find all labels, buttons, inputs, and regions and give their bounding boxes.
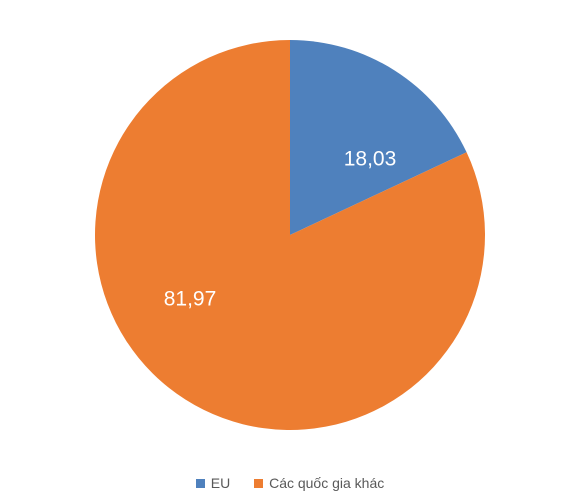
- legend-item-eu: EU: [196, 475, 230, 491]
- legend: EU Các quốc gia khác: [0, 475, 580, 492]
- legend-item-other: Các quốc gia khác: [254, 475, 384, 491]
- legend-swatch-other: [254, 479, 263, 488]
- legend-label-other: Các quốc gia khác: [269, 475, 384, 491]
- pie-chart: 18,03 81,97 EU Các quốc gia khác: [0, 0, 580, 503]
- pie-svg: 18,03 81,97: [0, 0, 580, 470]
- legend-swatch-eu: [196, 479, 205, 488]
- slice-label-0: 18,03: [344, 148, 397, 171]
- slice-label-1: 81,97: [164, 288, 217, 311]
- legend-label-eu: EU: [211, 475, 230, 491]
